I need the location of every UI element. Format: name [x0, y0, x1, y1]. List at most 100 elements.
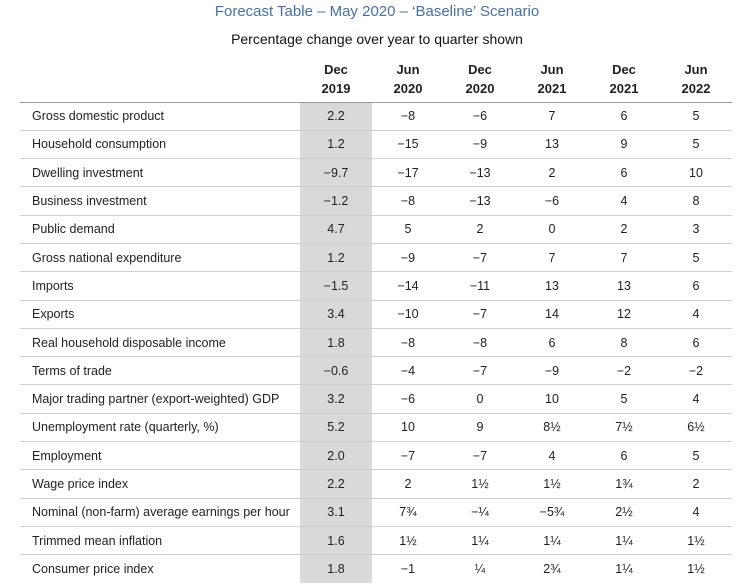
table-row: Household consumption 1.2 −15 −9 13 9 5 [20, 130, 732, 160]
column-header-period: Jun [396, 61, 420, 77]
value-cell: −6 [372, 384, 444, 414]
value-cell: −5¾ [516, 498, 588, 527]
table-row: Public demand 4.7 5 2 0 2 3 [20, 215, 732, 244]
value-cell: −1.2 [300, 186, 372, 216]
value-cell: 6 [588, 441, 660, 471]
value-cell: 7 [516, 102, 588, 131]
value-cell: 1½ [660, 526, 732, 556]
value-cell: −6 [516, 186, 588, 216]
value-cell: 10 [660, 158, 732, 188]
value-cell: −9 [372, 243, 444, 273]
value-cell: −¼ [444, 498, 516, 527]
value-cell: −9 [444, 130, 516, 160]
value-cell: 12 [588, 300, 660, 329]
value-cell: −14 [372, 271, 444, 301]
value-cell: 13 [588, 271, 660, 301]
value-cell: 5 [660, 130, 732, 160]
row-label: Gross national expenditure [20, 243, 300, 273]
table-row: Gross domestic product 2.2 −8 −6 7 6 5 [20, 102, 732, 131]
value-cell: −9.7 [300, 158, 372, 188]
value-cell: 2 [444, 215, 516, 244]
column-header: Jun 2021 [516, 55, 588, 103]
value-cell: 2 [516, 158, 588, 188]
value-cell: 6 [588, 102, 660, 131]
header-label-cell [20, 55, 300, 103]
value-cell: 1¼ [615, 562, 633, 577]
value-cell: ¼ [474, 562, 486, 577]
column-header: Dec 2021 [588, 55, 660, 103]
value-cell: 2½ [588, 498, 660, 527]
table-row: Wage price index 2.2 2 1½ 1½ 1¾ 2 [20, 469, 732, 499]
value-cell: −13 [444, 186, 516, 216]
value-cell: 7 [516, 243, 588, 273]
column-header-year: 2020 [465, 80, 495, 96]
column-header-year: 2020 [393, 80, 423, 96]
header-row: Dec 2019 Jun 2020 Dec 2020 Jun 2021 Dec … [20, 55, 732, 103]
value-cell: −7 [444, 356, 516, 386]
value-cell: −0.6 [300, 356, 372, 386]
row-label: Gross domestic product [20, 102, 300, 131]
value-cell: 4 [660, 300, 732, 329]
table-row: Terms of trade −0.6 −4 −7 −9 −2 −2 [20, 356, 732, 386]
value-cell: 4 [660, 498, 732, 527]
row-label: Employment [20, 441, 300, 471]
value-cell: 8½ [516, 413, 588, 443]
value-cell: −6 [444, 102, 516, 131]
column-header: Dec 2019 [300, 55, 372, 103]
value-cell: 6 [588, 158, 660, 188]
row-label: Dwelling investment [20, 158, 300, 188]
table-row: Trimmed mean inflation 1.6 1½ 1¼ 1¼ 1¼ 1½ [20, 526, 732, 556]
column-header-year: 2022 [681, 80, 711, 96]
value-cell: −7 [444, 300, 516, 329]
value-cell: 2 [588, 215, 660, 244]
row-label: Household consumption [20, 130, 300, 160]
column-header: Jun 2022 [660, 55, 732, 103]
column-header-period: Dec [468, 61, 492, 77]
value-cell: 3.2 [300, 384, 372, 414]
table-row: Nominal (non-farm) average earnings per … [20, 498, 732, 527]
table-row: Gross national expenditure 1.2 −9 −7 7 7 5 [20, 243, 732, 273]
value-cell: 4.7 [300, 215, 372, 244]
value-cell: 6 [516, 328, 588, 358]
value-cell: 10 [372, 413, 444, 443]
table-subtitle: Percentage change over year to quarter s… [231, 31, 523, 47]
table-row: Unemployment rate (quarterly, %) 5.2 10 9 8½… [20, 413, 732, 443]
value-cell: 6½ [660, 413, 732, 443]
value-cell: −13 [444, 158, 516, 188]
value-cell: 1.2 [300, 243, 372, 273]
value-cell: 2.2 [300, 469, 372, 499]
table-row: Exports 3.4 −10 −7 14 12 4 [20, 300, 732, 329]
value-cell: 0 [516, 215, 588, 244]
table-body: Gross domestic product 2.2 −8 −6 7 6 5 Househol… [20, 102, 732, 584]
row-label: Trimmed mean inflation [20, 526, 300, 556]
value-cell: 9 [588, 130, 660, 160]
value-cell: 1.8 [300, 328, 372, 358]
table-row: Major trading partner (export-weighted) … [20, 384, 732, 414]
value-cell: 3 [660, 215, 732, 244]
row-label: Real household disposable income [20, 328, 300, 358]
value-cell: −4 [372, 356, 444, 386]
value-cell: 10 [516, 384, 588, 414]
value-cell: 5 [588, 384, 660, 414]
value-cell: −2 [588, 356, 660, 386]
value-cell: −7 [444, 243, 516, 273]
value-cell: 3.4 [300, 300, 372, 329]
column-header: Jun 2020 [372, 55, 444, 103]
row-label: Wage price index [20, 469, 300, 499]
row-label: Imports [20, 271, 300, 301]
row-label: Consumer price index [32, 562, 154, 577]
value-cell: −17 [372, 158, 444, 188]
value-cell: 1½ [444, 469, 516, 499]
value-cell: 7½ [588, 413, 660, 443]
value-cell: 2.2 [300, 102, 372, 131]
column-header-year: 2021 [609, 80, 639, 96]
value-cell: 6 [660, 271, 732, 301]
row-label: Major trading partner (export-weighted) … [20, 384, 300, 414]
value-cell: −2 [660, 356, 732, 386]
row-label: Business investment [20, 186, 300, 216]
value-cell: 4 [588, 186, 660, 216]
row-label: Unemployment rate (quarterly, %) [20, 413, 300, 443]
value-cell: 14 [516, 300, 588, 329]
value-cell: −1.5 [300, 271, 372, 301]
value-cell: 8 [660, 186, 732, 216]
